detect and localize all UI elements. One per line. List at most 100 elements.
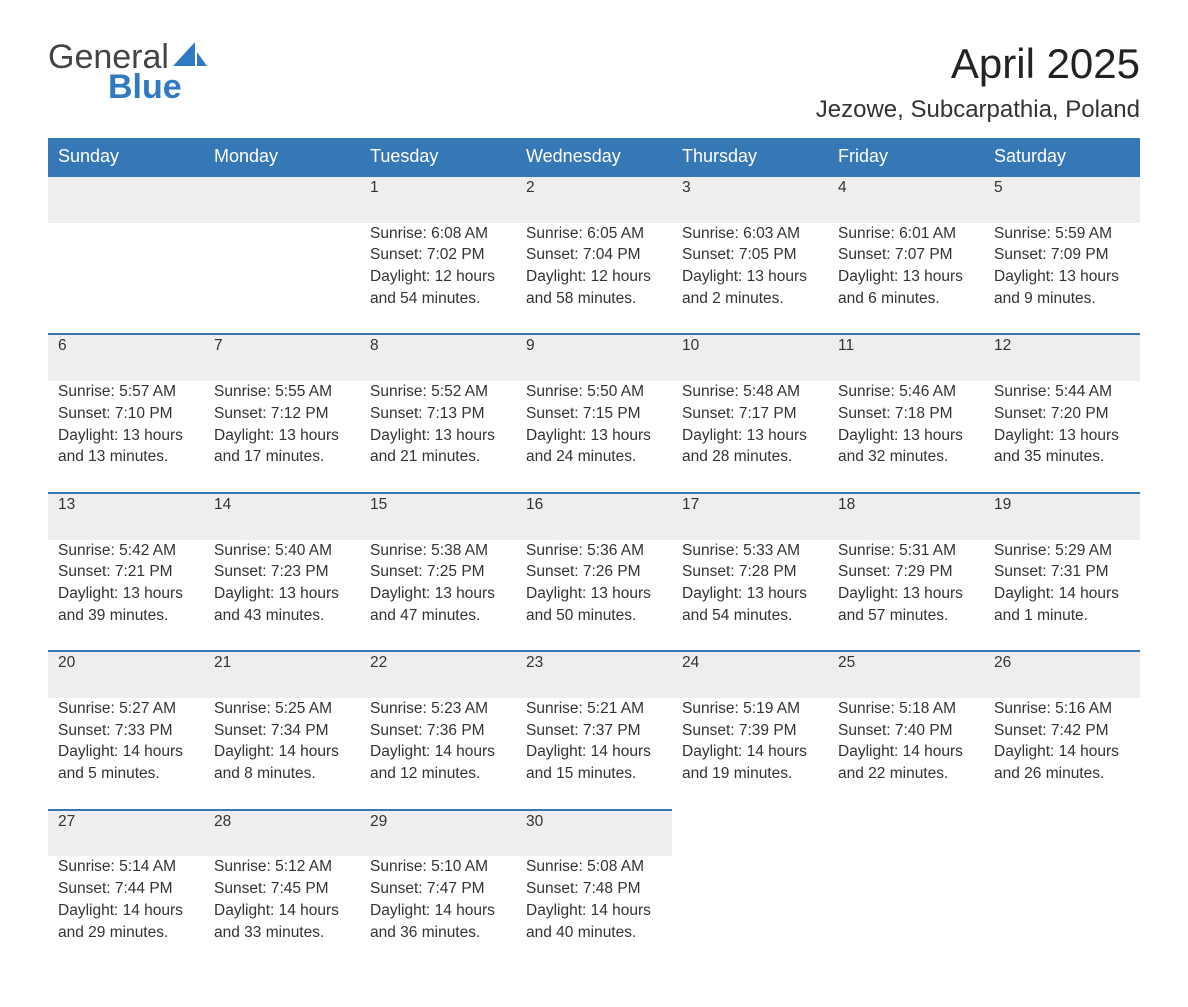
daynum-row: 20212223242526 bbox=[48, 651, 1140, 698]
sunrise-line: Sunrise: 5:12 AM bbox=[214, 856, 350, 878]
daylight-line-2: and 36 minutes. bbox=[370, 922, 506, 944]
daylight-line-2: and 2 minutes. bbox=[682, 288, 818, 310]
daylight-line-1: Daylight: 13 hours bbox=[58, 425, 194, 447]
day-detail-cell: Sunrise: 5:16 AMSunset: 7:42 PMDaylight:… bbox=[984, 698, 1140, 810]
daylight-line-2: and 29 minutes. bbox=[58, 922, 194, 944]
daylight-line-1: Daylight: 12 hours bbox=[526, 266, 662, 288]
day-detail-cell: Sunrise: 5:48 AMSunset: 7:17 PMDaylight:… bbox=[672, 381, 828, 493]
day-number-cell: 29 bbox=[360, 810, 516, 857]
daylight-line-2: and 39 minutes. bbox=[58, 605, 194, 627]
daylight-line-2: and 1 minute. bbox=[994, 605, 1130, 627]
day-detail-cell bbox=[672, 856, 828, 967]
day-number-cell: 25 bbox=[828, 651, 984, 698]
sunrise-line: Sunrise: 6:03 AM bbox=[682, 223, 818, 245]
day-detail-cell: Sunrise: 5:38 AMSunset: 7:25 PMDaylight:… bbox=[360, 540, 516, 652]
day-detail-cell: Sunrise: 5:21 AMSunset: 7:37 PMDaylight:… bbox=[516, 698, 672, 810]
daylight-line-2: and 22 minutes. bbox=[838, 763, 974, 785]
day-detail-cell: Sunrise: 5:18 AMSunset: 7:40 PMDaylight:… bbox=[828, 698, 984, 810]
day-number-cell: 14 bbox=[204, 493, 360, 540]
day-number-cell: 1 bbox=[360, 176, 516, 223]
day-detail-cell: Sunrise: 5:33 AMSunset: 7:28 PMDaylight:… bbox=[672, 540, 828, 652]
day-detail-cell: Sunrise: 5:57 AMSunset: 7:10 PMDaylight:… bbox=[48, 381, 204, 493]
sunset-line: Sunset: 7:44 PM bbox=[58, 878, 194, 900]
daylight-line-2: and 26 minutes. bbox=[994, 763, 1130, 785]
day-detail-cell: Sunrise: 5:44 AMSunset: 7:20 PMDaylight:… bbox=[984, 381, 1140, 493]
day-detail-cell: Sunrise: 5:25 AMSunset: 7:34 PMDaylight:… bbox=[204, 698, 360, 810]
day-detail-cell: Sunrise: 5:27 AMSunset: 7:33 PMDaylight:… bbox=[48, 698, 204, 810]
weekday-header: Tuesday bbox=[360, 138, 516, 176]
sunrise-line: Sunrise: 5:36 AM bbox=[526, 540, 662, 562]
daylight-line-2: and 47 minutes. bbox=[370, 605, 506, 627]
sunrise-line: Sunrise: 5:18 AM bbox=[838, 698, 974, 720]
sunset-line: Sunset: 7:17 PM bbox=[682, 403, 818, 425]
sunset-line: Sunset: 7:39 PM bbox=[682, 720, 818, 742]
day-detail-cell: Sunrise: 5:52 AMSunset: 7:13 PMDaylight:… bbox=[360, 381, 516, 493]
day-detail-cell bbox=[48, 223, 204, 335]
day-number-cell: 2 bbox=[516, 176, 672, 223]
day-number-cell: 5 bbox=[984, 176, 1140, 223]
weekday-header: Wednesday bbox=[516, 138, 672, 176]
daylight-line-1: Daylight: 13 hours bbox=[682, 583, 818, 605]
day-number-cell bbox=[828, 810, 984, 857]
day-detail-cell: Sunrise: 5:31 AMSunset: 7:29 PMDaylight:… bbox=[828, 540, 984, 652]
day-number-cell bbox=[48, 176, 204, 223]
daynum-row: 12345 bbox=[48, 176, 1140, 223]
daylight-line-2: and 28 minutes. bbox=[682, 446, 818, 468]
sunset-line: Sunset: 7:23 PM bbox=[214, 561, 350, 583]
daylight-line-2: and 58 minutes. bbox=[526, 288, 662, 310]
sunrise-line: Sunrise: 5:08 AM bbox=[526, 856, 662, 878]
daynum-row: 27282930 bbox=[48, 810, 1140, 857]
sunset-line: Sunset: 7:10 PM bbox=[58, 403, 194, 425]
day-detail-cell: Sunrise: 5:08 AMSunset: 7:48 PMDaylight:… bbox=[516, 856, 672, 967]
day-detail-cell: Sunrise: 5:10 AMSunset: 7:47 PMDaylight:… bbox=[360, 856, 516, 967]
day-detail-cell: Sunrise: 5:55 AMSunset: 7:12 PMDaylight:… bbox=[204, 381, 360, 493]
sunrise-line: Sunrise: 5:50 AM bbox=[526, 381, 662, 403]
sunrise-line: Sunrise: 5:27 AM bbox=[58, 698, 194, 720]
sunset-line: Sunset: 7:21 PM bbox=[58, 561, 194, 583]
daylight-line-1: Daylight: 14 hours bbox=[526, 900, 662, 922]
sunrise-line: Sunrise: 5:19 AM bbox=[682, 698, 818, 720]
daylight-line-1: Daylight: 14 hours bbox=[370, 900, 506, 922]
logo-sail-icon bbox=[173, 42, 207, 68]
daylight-line-1: Daylight: 14 hours bbox=[994, 741, 1130, 763]
day-number-cell bbox=[984, 810, 1140, 857]
sunset-line: Sunset: 7:47 PM bbox=[370, 878, 506, 900]
day-detail-cell: Sunrise: 5:50 AMSunset: 7:15 PMDaylight:… bbox=[516, 381, 672, 493]
sunset-line: Sunset: 7:20 PM bbox=[994, 403, 1130, 425]
day-detail-cell: Sunrise: 6:03 AMSunset: 7:05 PMDaylight:… bbox=[672, 223, 828, 335]
day-number-cell: 6 bbox=[48, 334, 204, 381]
daylight-line-1: Daylight: 13 hours bbox=[214, 583, 350, 605]
weekday-header: Monday bbox=[204, 138, 360, 176]
sunset-line: Sunset: 7:18 PM bbox=[838, 403, 974, 425]
sunset-line: Sunset: 7:09 PM bbox=[994, 244, 1130, 266]
day-number-cell: 26 bbox=[984, 651, 1140, 698]
daylight-line-1: Daylight: 13 hours bbox=[838, 425, 974, 447]
sunrise-line: Sunrise: 5:57 AM bbox=[58, 381, 194, 403]
daylight-line-2: and 43 minutes. bbox=[214, 605, 350, 627]
day-number-cell: 28 bbox=[204, 810, 360, 857]
sunset-line: Sunset: 7:36 PM bbox=[370, 720, 506, 742]
daylight-line-2: and 15 minutes. bbox=[526, 763, 662, 785]
sunset-line: Sunset: 7:28 PM bbox=[682, 561, 818, 583]
daynum-row: 13141516171819 bbox=[48, 493, 1140, 540]
day-number-cell: 18 bbox=[828, 493, 984, 540]
sunrise-line: Sunrise: 6:08 AM bbox=[370, 223, 506, 245]
sunset-line: Sunset: 7:29 PM bbox=[838, 561, 974, 583]
calendar-table: SundayMondayTuesdayWednesdayThursdayFrid… bbox=[48, 138, 1140, 967]
daylight-line-1: Daylight: 14 hours bbox=[214, 900, 350, 922]
sunset-line: Sunset: 7:33 PM bbox=[58, 720, 194, 742]
day-number-cell: 30 bbox=[516, 810, 672, 857]
daylight-line-1: Daylight: 13 hours bbox=[58, 583, 194, 605]
daylight-line-1: Daylight: 13 hours bbox=[838, 266, 974, 288]
sunset-line: Sunset: 7:15 PM bbox=[526, 403, 662, 425]
daylight-line-2: and 54 minutes. bbox=[370, 288, 506, 310]
day-number-cell: 9 bbox=[516, 334, 672, 381]
sunset-line: Sunset: 7:34 PM bbox=[214, 720, 350, 742]
logo-blue: Blue bbox=[108, 70, 207, 104]
sunrise-line: Sunrise: 5:31 AM bbox=[838, 540, 974, 562]
weekday-header: Sunday bbox=[48, 138, 204, 176]
daylight-line-2: and 35 minutes. bbox=[994, 446, 1130, 468]
day-detail-cell: Sunrise: 6:08 AMSunset: 7:02 PMDaylight:… bbox=[360, 223, 516, 335]
daylight-line-1: Daylight: 14 hours bbox=[58, 900, 194, 922]
day-number-cell: 22 bbox=[360, 651, 516, 698]
